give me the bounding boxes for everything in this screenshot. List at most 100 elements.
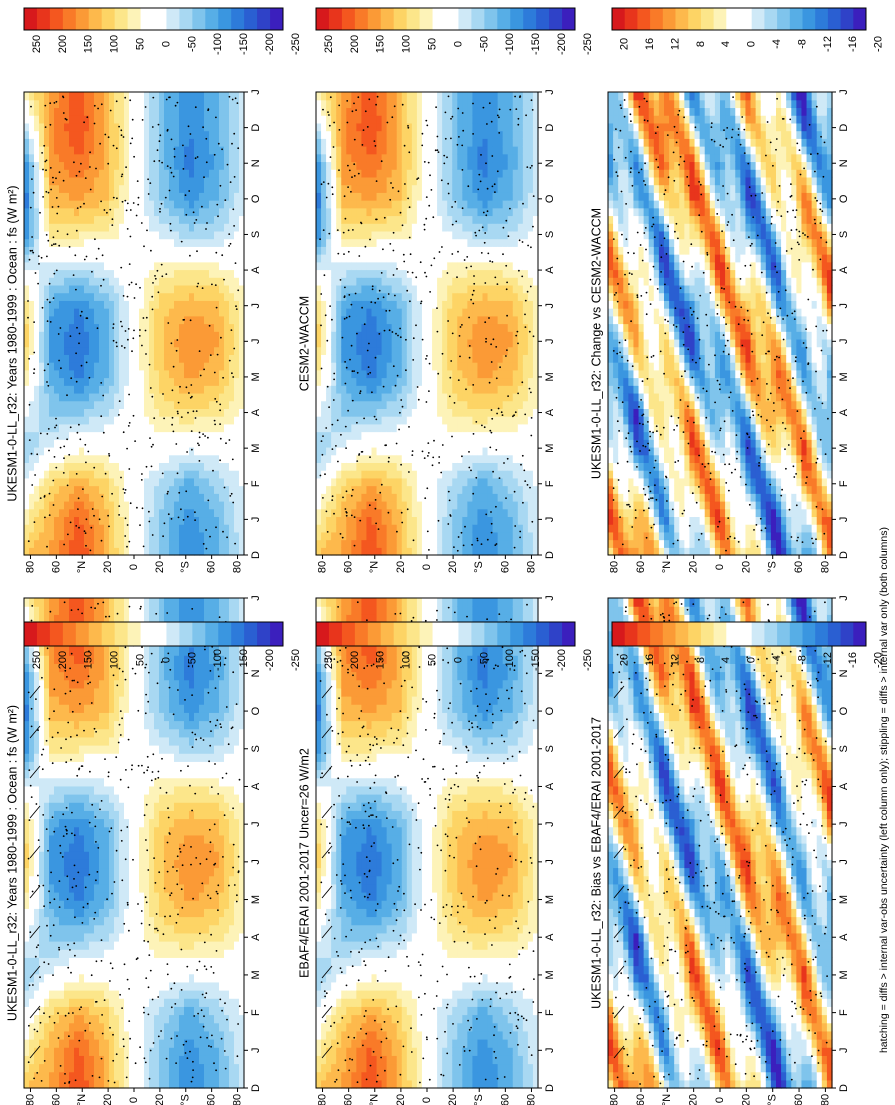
heat-cell bbox=[69, 385, 75, 394]
heat-cell bbox=[427, 184, 433, 193]
heat-cell bbox=[164, 200, 170, 209]
heat-cell bbox=[149, 485, 155, 494]
heat-cell bbox=[89, 292, 95, 301]
heat-cell bbox=[341, 284, 347, 294]
heat-cell bbox=[356, 284, 363, 294]
heat-cell bbox=[406, 323, 413, 332]
heat-cell bbox=[351, 477, 357, 487]
heat-cell bbox=[351, 493, 357, 502]
heat-cell bbox=[154, 122, 160, 132]
heat-cell bbox=[239, 284, 245, 294]
heat-cell bbox=[74, 508, 80, 518]
heat-cell bbox=[144, 315, 150, 325]
heat-cell bbox=[437, 485, 443, 494]
heat-cell bbox=[452, 277, 458, 286]
heat-cell bbox=[239, 184, 245, 193]
heat-cell bbox=[54, 207, 60, 217]
heat-cell bbox=[89, 246, 95, 255]
heat-cell bbox=[164, 470, 170, 479]
heat-cell bbox=[366, 200, 373, 209]
heat-cell bbox=[184, 385, 190, 394]
heat-cell bbox=[184, 269, 190, 278]
heat-cell bbox=[114, 254, 120, 263]
heat-cell bbox=[24, 192, 30, 201]
heat-cell bbox=[214, 338, 220, 348]
heat-cell bbox=[179, 284, 185, 294]
heat-cell bbox=[64, 138, 70, 147]
heat-cell bbox=[432, 531, 438, 541]
heat-cell bbox=[79, 439, 85, 448]
heat-cell bbox=[361, 362, 368, 371]
heat-cell bbox=[89, 354, 95, 363]
heat-cell bbox=[371, 300, 378, 309]
heat-cell bbox=[39, 122, 45, 132]
heat-cell bbox=[189, 446, 195, 456]
heat-cell bbox=[174, 408, 180, 417]
heat-cell bbox=[447, 377, 453, 386]
heat-cell bbox=[401, 446, 408, 456]
heat-cell bbox=[59, 462, 65, 471]
heat-cell bbox=[442, 153, 448, 163]
heat-cell bbox=[109, 284, 115, 294]
heat-cell bbox=[321, 531, 327, 541]
heat-cell bbox=[401, 423, 408, 433]
heat-cell bbox=[316, 176, 322, 186]
heat-cell bbox=[199, 284, 205, 294]
heat-cell bbox=[457, 446, 463, 456]
heat-cell bbox=[356, 346, 363, 355]
heat-cell bbox=[416, 392, 423, 402]
heat-cell bbox=[59, 454, 65, 463]
heat-cell bbox=[139, 508, 145, 518]
heat-cell bbox=[199, 207, 205, 217]
heat-cell bbox=[219, 115, 225, 124]
heat-cell bbox=[44, 92, 50, 101]
heat-cell bbox=[174, 524, 180, 533]
heat-cell bbox=[149, 346, 155, 355]
heat-cell bbox=[447, 531, 453, 541]
heat-cell bbox=[391, 377, 398, 386]
heat-cell bbox=[391, 516, 398, 525]
heat-cell bbox=[366, 92, 373, 101]
heat-cell bbox=[331, 207, 337, 217]
heat-cell bbox=[199, 323, 205, 332]
heat-cell bbox=[49, 184, 55, 193]
heat-cell bbox=[432, 300, 438, 309]
heat-cell bbox=[99, 122, 105, 132]
heat-cell bbox=[134, 215, 140, 224]
heat-cell bbox=[326, 539, 332, 548]
heat-cell bbox=[114, 207, 120, 217]
heat-cell bbox=[447, 354, 453, 363]
heat-cell bbox=[169, 230, 175, 240]
heat-cell bbox=[199, 223, 205, 232]
heat-cell bbox=[184, 392, 190, 402]
heat-cell bbox=[134, 169, 140, 178]
heat-cell bbox=[321, 238, 327, 247]
heat-cell bbox=[381, 362, 388, 371]
heat-cell bbox=[371, 439, 378, 448]
heat-cell bbox=[199, 192, 205, 201]
heat-cell bbox=[99, 431, 105, 440]
heat-cell bbox=[59, 246, 65, 255]
heat-cell bbox=[371, 500, 378, 510]
heat-cell bbox=[134, 524, 140, 533]
heat-cell bbox=[124, 477, 130, 487]
heat-cell bbox=[134, 454, 140, 463]
heat-cell bbox=[457, 207, 463, 217]
stipple-dot bbox=[78, 423, 80, 426]
stipple-dot bbox=[55, 177, 57, 180]
heat-cell bbox=[391, 493, 398, 502]
heat-cell bbox=[79, 122, 85, 132]
heat-cell bbox=[164, 300, 170, 309]
heat-cell bbox=[34, 169, 40, 178]
heat-cell bbox=[361, 300, 368, 309]
heat-cell bbox=[411, 531, 418, 541]
heat-cell bbox=[124, 431, 130, 440]
heat-cell bbox=[331, 392, 337, 402]
heat-cell bbox=[89, 269, 95, 278]
stipple-dot bbox=[228, 439, 231, 441]
heat-cell bbox=[366, 454, 373, 463]
heat-cell bbox=[114, 215, 120, 224]
heat-cell bbox=[89, 99, 95, 109]
heat-cell bbox=[189, 385, 195, 394]
heat-cell bbox=[34, 462, 40, 471]
